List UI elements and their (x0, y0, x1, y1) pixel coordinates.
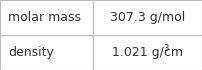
Text: 1.021 g/cm: 1.021 g/cm (112, 46, 183, 59)
Text: 3: 3 (163, 44, 168, 53)
Bar (0, 0, 93, 35)
Bar (0, 35, 93, 70)
Text: 307.3 g/mol: 307.3 g/mol (110, 11, 185, 24)
Bar (93, 0, 202, 35)
Text: density: density (8, 46, 54, 59)
Bar (93, 35, 202, 70)
Text: molar mass: molar mass (8, 11, 81, 24)
